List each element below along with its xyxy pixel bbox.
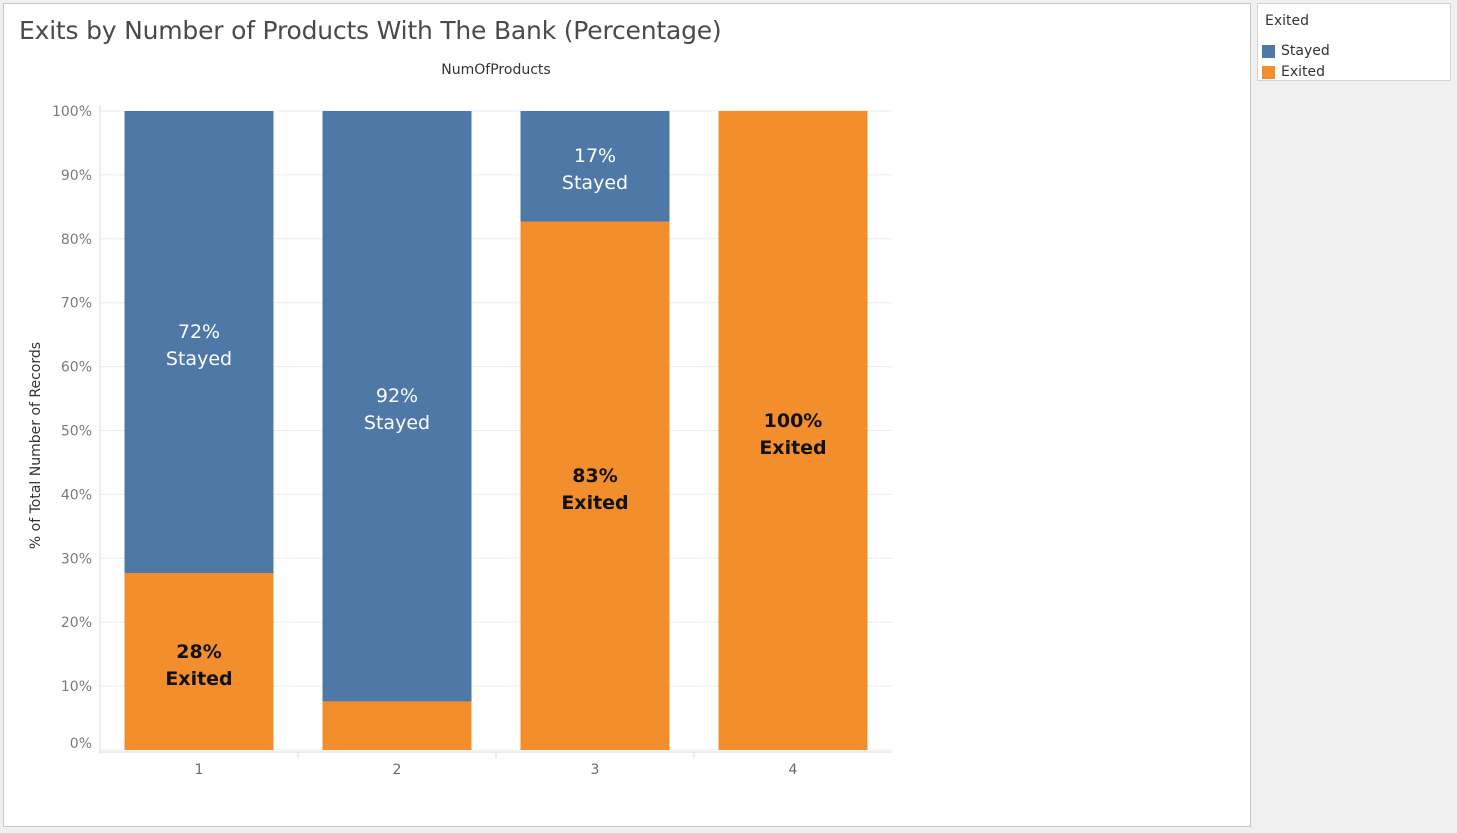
bar-stayed-1 [124, 111, 274, 573]
x-tick-label: 3 [591, 762, 600, 778]
y-tick-label: 100% [52, 104, 92, 120]
x-tick-label: 1 [195, 762, 204, 778]
y-tick-label: 30% [61, 551, 92, 567]
data-label-series: Stayed [166, 348, 232, 370]
data-label-series: Stayed [562, 172, 628, 194]
legend-swatch-stayed [1262, 44, 1275, 58]
data-label-pct: 28% [176, 641, 221, 663]
y-tick-label: 0% [70, 736, 92, 752]
bar-exited-2 [322, 701, 472, 750]
legend-item-exited[interactable]: Exited [1262, 63, 1325, 81]
x-tick-label: 2 [393, 762, 402, 778]
data-label-series: Exited [561, 492, 628, 514]
data-label-pct: 92% [376, 385, 418, 407]
y-tick-label: 50% [61, 424, 92, 440]
data-label-series: Exited [165, 668, 232, 690]
data-label-pct: 72% [178, 321, 220, 343]
y-tick-label: 60% [61, 360, 92, 376]
stacked-bar-chart: 0% 10% 20% 30% 40% 50% 60% 70% 80% 90% 100% NumOfPr… [28, 62, 892, 778]
legend-item-stayed[interactable]: Stayed [1262, 42, 1330, 60]
data-label-series: Exited [759, 437, 826, 459]
y-tick-label: 10% [61, 679, 92, 695]
y-tick-label: 80% [61, 232, 92, 248]
data-label-series: Stayed [364, 412, 430, 434]
column-header: NumOfProducts [441, 62, 550, 78]
x-tick-label: 4 [789, 762, 798, 778]
y-tick-label: 20% [61, 615, 92, 631]
bar-exited-1 [124, 572, 274, 750]
y-tick-label: 40% [61, 487, 92, 503]
bar-stayed-2 [322, 111, 472, 702]
legend-swatch-exited [1262, 65, 1275, 79]
bar-exited-4 [718, 111, 868, 750]
legend-panel: Exited Stayed Exited [1257, 3, 1451, 81]
chart-title: Exits by Number of Products With The Ban… [19, 16, 722, 45]
data-label-pct: 83% [572, 465, 617, 487]
data-label-pct: 100% [764, 410, 823, 432]
legend-label-exited: Exited [1281, 64, 1326, 80]
viz-panel: Exits by Number of Products With The Ban… [3, 3, 1251, 827]
y-tick-label: 70% [61, 296, 92, 312]
bar-exited-3 [520, 221, 670, 750]
data-label-pct: 17% [574, 145, 616, 167]
bar-stayed-3 [520, 111, 670, 222]
y-tick-label: 90% [61, 168, 92, 184]
legend-label-stayed: Stayed [1281, 43, 1330, 59]
y-axis-title: % of Total Number of Records [28, 342, 44, 549]
legend-title: Exited [1265, 13, 1310, 29]
